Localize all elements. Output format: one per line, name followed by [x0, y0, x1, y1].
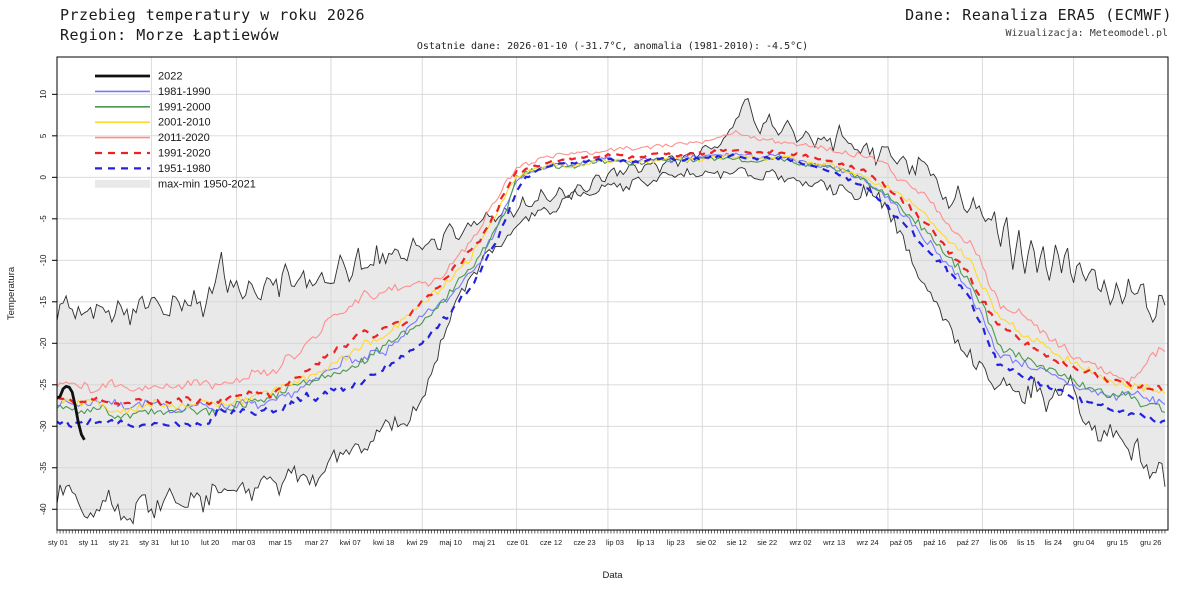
legend: 2022 1981-1990 1991-2000 2001-2010 2011-2020…	[95, 71, 256, 190]
x-tick-label: lip 23	[667, 538, 685, 547]
y-tick-label: -15	[39, 295, 48, 307]
x-tick-label: lis 15	[1017, 538, 1035, 547]
x-tick-label: cze 12	[540, 538, 562, 547]
latest-data-caption: Ostatnie dane: 2026-01-10 (-31.7°C, anom…	[416, 41, 809, 52]
series-2011-2020	[57, 130, 1166, 394]
legend-item-max-min 1950-2021: max-min 1950-2021	[95, 178, 256, 190]
x-tick-label: paź 27	[957, 538, 980, 547]
x-tick-label: lip 13	[636, 538, 654, 547]
y-axis-title: Temperatura	[6, 266, 17, 320]
x-tick-label: lut 10	[171, 538, 189, 547]
y-tick-label: -10	[39, 254, 48, 266]
x-axis-title: Data	[602, 570, 623, 581]
x-tick-label: kwi 07	[340, 538, 361, 547]
legend-label: 1991-2000	[158, 101, 211, 113]
x-tick-label: kwi 18	[373, 538, 394, 547]
y-tick-label: -20	[39, 337, 48, 349]
y-tick-label: 10	[39, 89, 48, 98]
x-tick-label: lis 06	[990, 538, 1008, 547]
legend-label: 2011-2020	[158, 132, 210, 144]
y-tick-label: 5	[39, 133, 48, 138]
chart-region-subtitle: Region: Morze Łaptiewów	[60, 26, 280, 44]
x-tick-label: kwi 29	[407, 538, 428, 547]
x-tick-label: lis 24	[1045, 538, 1063, 547]
x-tick-label: maj 21	[473, 538, 496, 547]
x-tick-label: mar 03	[232, 538, 255, 547]
x-tick-label: mar 15	[269, 538, 292, 547]
x-tick-label: wrz 02	[789, 538, 812, 547]
legend-label: 2022	[158, 71, 182, 83]
y-tick-label: -5	[39, 215, 48, 223]
legend-item-1991-2020: 1991-2020	[95, 148, 211, 160]
legend-item-2011-2020: 2011-2020	[95, 132, 210, 144]
x-tick-label: sie 22	[757, 538, 777, 547]
x-tick-label: wrz 13	[822, 538, 845, 547]
x-tick-label: lut 20	[201, 538, 219, 547]
x-tick-label: sie 02	[696, 538, 716, 547]
x-tick-label: paź 05	[890, 538, 913, 547]
legend-item-2001-2010: 2001-2010	[95, 117, 211, 129]
legend-item-1951-1980: 1951-1980	[95, 163, 211, 175]
x-tick-label: mar 27	[305, 538, 328, 547]
y-tick-label: -25	[39, 378, 48, 390]
legend-label: 1981-1990	[158, 86, 211, 98]
x-tick-label: sty 01	[48, 538, 68, 547]
y-tick-label: -35	[39, 461, 48, 473]
x-tick-label: gru 26	[1140, 538, 1161, 547]
x-tick-label: lip 03	[606, 538, 624, 547]
series-2001-2010	[57, 153, 1166, 414]
x-tick-label: sty 21	[109, 538, 129, 547]
x-tick-label: maj 10	[439, 538, 462, 547]
x-tick-label: gru 04	[1073, 538, 1094, 547]
band-edges	[57, 97, 1166, 525]
x-tick-label: cze 23	[574, 538, 596, 547]
legend-label: max-min 1950-2021	[158, 178, 256, 190]
legend-item-1981-1990: 1981-1990	[95, 86, 211, 98]
x-tick-label: sie 12	[727, 538, 747, 547]
x-tick-label: wrz 24	[856, 538, 879, 547]
y-tick-label: -30	[39, 420, 48, 432]
x-tick-label: cze 01	[507, 538, 529, 547]
legend-label: 1991-2020	[158, 148, 211, 160]
legend-item-1991-2000: 1991-2000	[95, 101, 211, 113]
data-source-label: Dane: Reanaliza ERA5 (ECMWF)	[905, 6, 1172, 24]
x-tick-label: sty 11	[79, 538, 98, 547]
legend-label: 2001-2010	[158, 117, 211, 129]
series-1951-1980	[57, 153, 1166, 429]
series-2022	[57, 384, 86, 441]
axes: 10 5 0 -5 -10 -15 -20 -25 -30 -35 -40 sty 01 sty 11 s…	[6, 56, 1169, 581]
x-tick-label: gru 15	[1107, 538, 1128, 547]
visualization-credit: Wizualizacja: Meteomodel.pl	[1005, 28, 1168, 39]
legend-item-2022: 2022	[95, 71, 182, 83]
series-1991-2000	[57, 155, 1166, 420]
y-tick-label: -40	[39, 503, 48, 515]
x-tick-label: sty 31	[139, 538, 159, 547]
y-tick-label: 0	[39, 175, 48, 180]
legend-label: 1951-1980	[158, 163, 211, 175]
grid-lines	[57, 57, 1168, 530]
series-1991-2020	[57, 147, 1166, 408]
x-tick-label: paź 16	[923, 538, 946, 547]
chart-title: Przebieg temperatury w roku 2026	[60, 6, 365, 24]
